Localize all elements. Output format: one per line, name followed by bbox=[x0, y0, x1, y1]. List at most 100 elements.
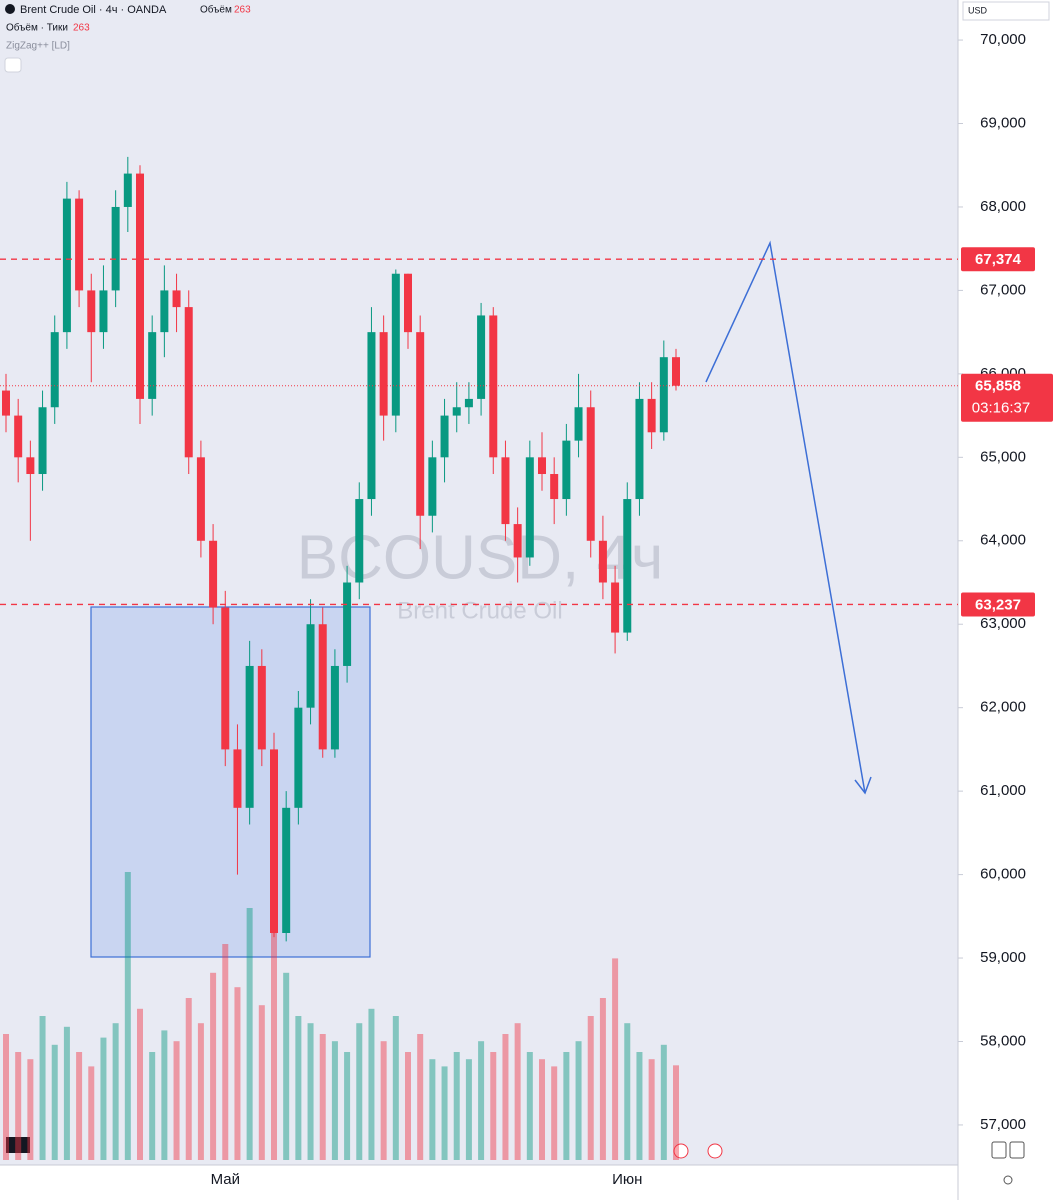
candle-body bbox=[184, 307, 193, 458]
candle-body bbox=[233, 749, 242, 808]
volume-bar bbox=[356, 1023, 363, 1160]
volume-bar bbox=[149, 1052, 156, 1160]
level-label-bg bbox=[961, 247, 1035, 272]
candle-body bbox=[586, 407, 595, 541]
watermark-sub: Brent Crude Oil bbox=[397, 597, 562, 624]
collapse-button[interactable] bbox=[4, 57, 22, 73]
candle-body bbox=[123, 173, 132, 207]
candle-body bbox=[318, 624, 327, 750]
volume-bar bbox=[112, 1023, 119, 1160]
candle-body bbox=[440, 415, 449, 458]
indicator-label[interactable]: Объём · Тики bbox=[6, 22, 68, 34]
y-tick-label: 68,000 bbox=[980, 198, 1026, 215]
volume-bar bbox=[478, 1041, 485, 1160]
layout-button[interactable] bbox=[991, 1141, 1007, 1159]
candle-body bbox=[367, 332, 376, 500]
y-tick-label: 60,000 bbox=[980, 866, 1026, 883]
candle-body bbox=[306, 624, 315, 708]
last-price-bg bbox=[961, 373, 1053, 422]
volume-bar bbox=[258, 1005, 265, 1160]
settings-button[interactable] bbox=[1003, 1175, 1013, 1185]
countdown: 03:16:37 bbox=[972, 400, 1030, 417]
y-tick-label: 67,000 bbox=[980, 281, 1026, 298]
candle-body bbox=[379, 332, 388, 416]
volume-bar bbox=[124, 872, 131, 1160]
volume-bar bbox=[636, 1052, 643, 1160]
tv-logo bbox=[6, 1137, 30, 1153]
y-tick-label: 70,000 bbox=[980, 31, 1026, 48]
volume-legend: Объём bbox=[200, 4, 232, 16]
candle-body bbox=[257, 665, 266, 750]
layout-button[interactable] bbox=[1009, 1141, 1025, 1159]
volume-bar bbox=[137, 1008, 143, 1160]
y-tick-label: 61,000 bbox=[980, 782, 1026, 799]
volume-bar bbox=[417, 1034, 424, 1160]
volume-bar bbox=[319, 1034, 326, 1160]
candle-body bbox=[330, 665, 339, 750]
level-label-bg bbox=[961, 592, 1035, 617]
candle-body bbox=[538, 457, 546, 475]
event-icon[interactable] bbox=[673, 1143, 689, 1159]
x-tick-label: Июн bbox=[612, 1171, 642, 1188]
candle-body bbox=[221, 607, 230, 750]
candle-body bbox=[635, 398, 644, 500]
volume-bar bbox=[76, 1052, 83, 1160]
volume-bar bbox=[331, 1041, 338, 1160]
volume-bar bbox=[441, 1066, 448, 1160]
arrow-head bbox=[854, 776, 872, 795]
candle-body bbox=[136, 173, 144, 399]
candle-body bbox=[111, 206, 120, 291]
symbol-icon bbox=[5, 4, 15, 14]
volume-bar bbox=[27, 1059, 34, 1160]
currency-select[interactable] bbox=[962, 1, 1050, 21]
volume-bar bbox=[222, 944, 229, 1160]
candle-body bbox=[672, 357, 680, 386]
y-tick-label: 63,000 bbox=[980, 615, 1026, 632]
volume-bar bbox=[100, 1037, 107, 1160]
candle-body bbox=[26, 457, 35, 475]
candle-body bbox=[611, 582, 620, 633]
candle-body bbox=[172, 290, 181, 308]
currency: USD bbox=[968, 5, 988, 15]
candle-body bbox=[50, 332, 59, 408]
event-icon[interactable] bbox=[707, 1143, 723, 1159]
candle-body bbox=[99, 290, 108, 333]
candle-body bbox=[148, 332, 157, 399]
volume-legend-value: 263 bbox=[234, 5, 251, 16]
volume-bar bbox=[185, 998, 192, 1160]
plot-bg bbox=[0, 0, 958, 1165]
candle-body bbox=[489, 315, 498, 458]
candle-body bbox=[294, 707, 303, 808]
volume-bar bbox=[161, 1030, 168, 1160]
volume-bar bbox=[405, 1052, 411, 1160]
indicator2-label[interactable]: ZigZag++ [LD] bbox=[6, 41, 70, 52]
candle-body bbox=[62, 198, 71, 333]
candle-body bbox=[513, 524, 522, 558]
volume-bar bbox=[380, 1041, 387, 1160]
candle-body bbox=[209, 540, 218, 608]
volume-bar bbox=[197, 1023, 204, 1160]
candle-body bbox=[574, 407, 583, 441]
volume-bar bbox=[307, 1023, 314, 1160]
volume-bar bbox=[392, 1016, 399, 1160]
level-label: 67,374 bbox=[975, 251, 1022, 268]
volume-bar bbox=[539, 1059, 545, 1160]
chart-title[interactable]: Brent Crude Oil · 4ч · OANDA bbox=[20, 4, 167, 16]
volume-bar bbox=[15, 1052, 22, 1160]
volume-bar bbox=[271, 926, 277, 1160]
volume-bar bbox=[173, 1041, 180, 1160]
candle-body bbox=[391, 273, 400, 416]
candle-body bbox=[75, 198, 84, 291]
candle-body bbox=[452, 407, 461, 416]
y-tick-label: 58,000 bbox=[980, 1032, 1026, 1049]
forecast-arrow bbox=[705, 240, 866, 794]
candle-body bbox=[14, 415, 23, 458]
volume-bar bbox=[429, 1059, 436, 1160]
indicator-value: 263 bbox=[73, 23, 90, 34]
volume-bar bbox=[295, 1016, 302, 1160]
candle-body bbox=[464, 398, 473, 408]
candle-body bbox=[343, 582, 352, 666]
y-tick-label: 59,000 bbox=[980, 949, 1026, 966]
